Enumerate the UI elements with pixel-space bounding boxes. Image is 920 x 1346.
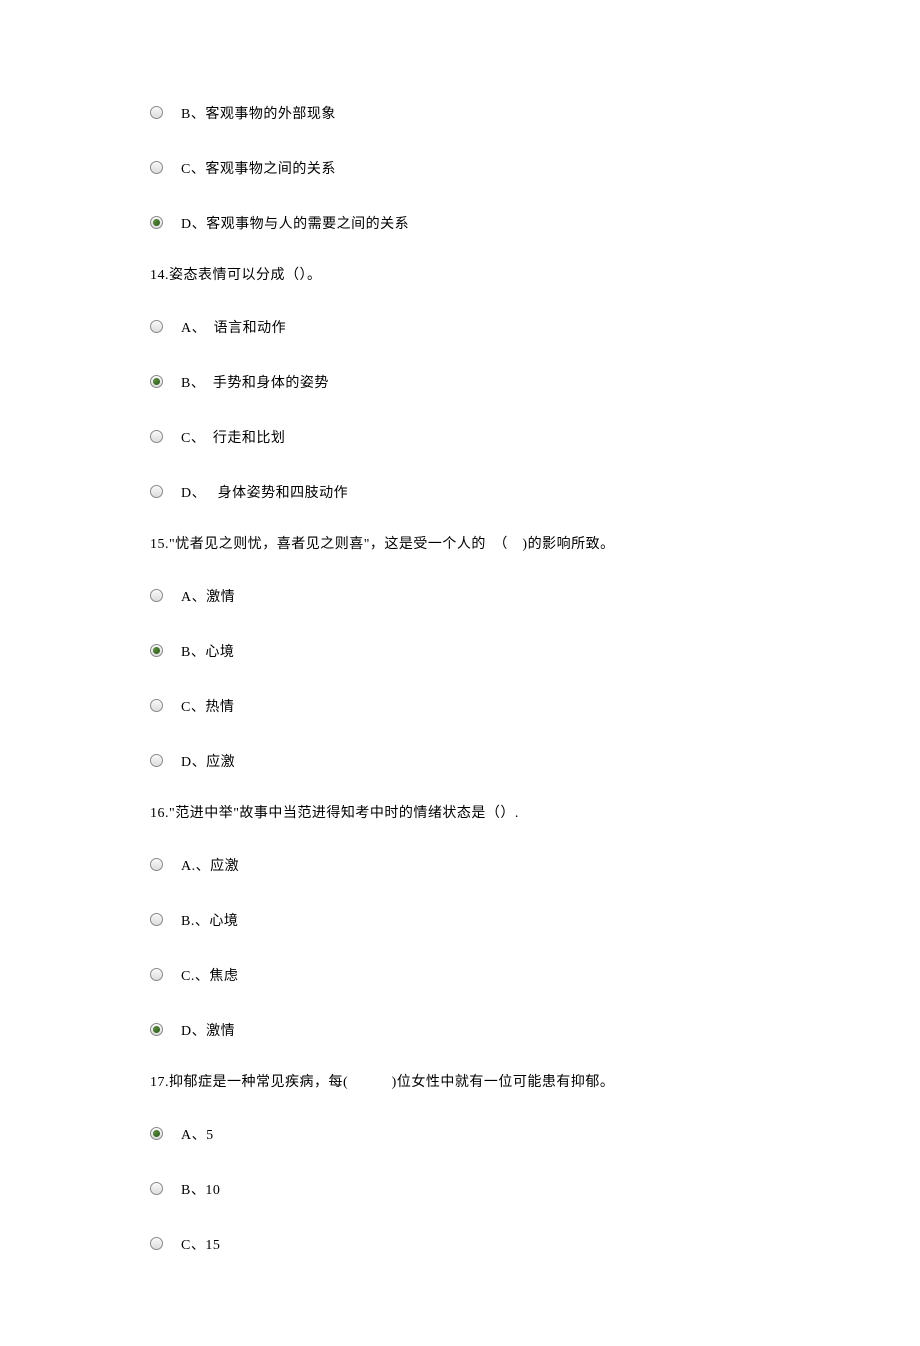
option-label: D、激情: [181, 1017, 235, 1042]
option-label: C、热情: [181, 693, 234, 718]
radio-icon[interactable]: [150, 430, 163, 443]
option-row[interactable]: D、激情: [150, 1017, 770, 1042]
option-row[interactable]: A.、应激: [150, 852, 770, 877]
radio-icon[interactable]: [150, 375, 163, 388]
option-label: B、 手势和身体的姿势: [181, 369, 329, 394]
question-13-partial: B、客观事物的外部现象 C、客观事物之间的关系 D、客观事物与人的需要之间的关系: [150, 100, 770, 235]
option-row[interactable]: C、 行走和比划: [150, 424, 770, 449]
option-label: D、应激: [181, 748, 235, 773]
option-row[interactable]: B、客观事物的外部现象: [150, 100, 770, 125]
radio-icon[interactable]: [150, 589, 163, 602]
option-row[interactable]: A、5: [150, 1121, 770, 1146]
option-row[interactable]: A、 语言和动作: [150, 314, 770, 339]
option-row[interactable]: C、15: [150, 1231, 770, 1256]
question-15-text: 15."忧者见之则忧，喜者见之则喜"，这是受一个人的 （ )的影响所致。: [150, 534, 770, 555]
radio-icon[interactable]: [150, 1127, 163, 1140]
option-label: C.、焦虑: [181, 962, 238, 987]
radio-icon[interactable]: [150, 106, 163, 119]
question-14-text: 14.姿态表情可以分成（）。: [150, 265, 770, 286]
question-16-options: A.、应激 B.、心境 C.、焦虑 D、激情: [150, 852, 770, 1042]
radio-icon[interactable]: [150, 485, 163, 498]
radio-icon[interactable]: [150, 1023, 163, 1036]
radio-icon[interactable]: [150, 1182, 163, 1195]
option-row[interactable]: D、应激: [150, 748, 770, 773]
option-label: C、 行走和比划: [181, 424, 285, 449]
question-16-text: 16."范进中举"故事中当范进得知考中时的情绪状态是（）.: [150, 803, 770, 824]
option-label: A、激情: [181, 583, 235, 608]
option-label: A.、应激: [181, 852, 239, 877]
option-label: C、15: [181, 1231, 220, 1256]
option-label: C、客观事物之间的关系: [181, 155, 336, 180]
radio-icon[interactable]: [150, 968, 163, 981]
radio-icon[interactable]: [150, 913, 163, 926]
radio-icon[interactable]: [150, 699, 163, 712]
question-17-options: A、5 B、10 C、15: [150, 1121, 770, 1256]
radio-icon[interactable]: [150, 161, 163, 174]
option-row[interactable]: C.、焦虑: [150, 962, 770, 987]
question-17-text: 17.抑郁症是一种常见疾病，每( )位女性中就有一位可能患有抑郁。: [150, 1072, 770, 1093]
option-row[interactable]: C、热情: [150, 693, 770, 718]
option-row[interactable]: B、 手势和身体的姿势: [150, 369, 770, 394]
option-label: B.、心境: [181, 907, 238, 932]
radio-icon[interactable]: [150, 644, 163, 657]
question-14-options: A、 语言和动作 B、 手势和身体的姿势 C、 行走和比划 D、 身体姿势和四肢…: [150, 314, 770, 504]
radio-icon[interactable]: [150, 1237, 163, 1250]
radio-icon[interactable]: [150, 754, 163, 767]
option-row[interactable]: B、心境: [150, 638, 770, 663]
radio-icon[interactable]: [150, 216, 163, 229]
option-row[interactable]: B、10: [150, 1176, 770, 1201]
option-label: D、客观事物与人的需要之间的关系: [181, 210, 409, 235]
option-row[interactable]: D、 身体姿势和四肢动作: [150, 479, 770, 504]
option-row[interactable]: D、客观事物与人的需要之间的关系: [150, 210, 770, 235]
option-row[interactable]: B.、心境: [150, 907, 770, 932]
option-label: B、10: [181, 1176, 220, 1201]
radio-icon[interactable]: [150, 320, 163, 333]
option-row[interactable]: A、激情: [150, 583, 770, 608]
question-15-options: A、激情 B、心境 C、热情 D、应激: [150, 583, 770, 773]
option-label: B、心境: [181, 638, 234, 663]
option-label: B、客观事物的外部现象: [181, 100, 336, 125]
option-row[interactable]: C、客观事物之间的关系: [150, 155, 770, 180]
option-label: A、5: [181, 1121, 214, 1146]
option-label: A、 语言和动作: [181, 314, 286, 339]
radio-icon[interactable]: [150, 858, 163, 871]
option-label: D、 身体姿势和四肢动作: [181, 479, 348, 504]
